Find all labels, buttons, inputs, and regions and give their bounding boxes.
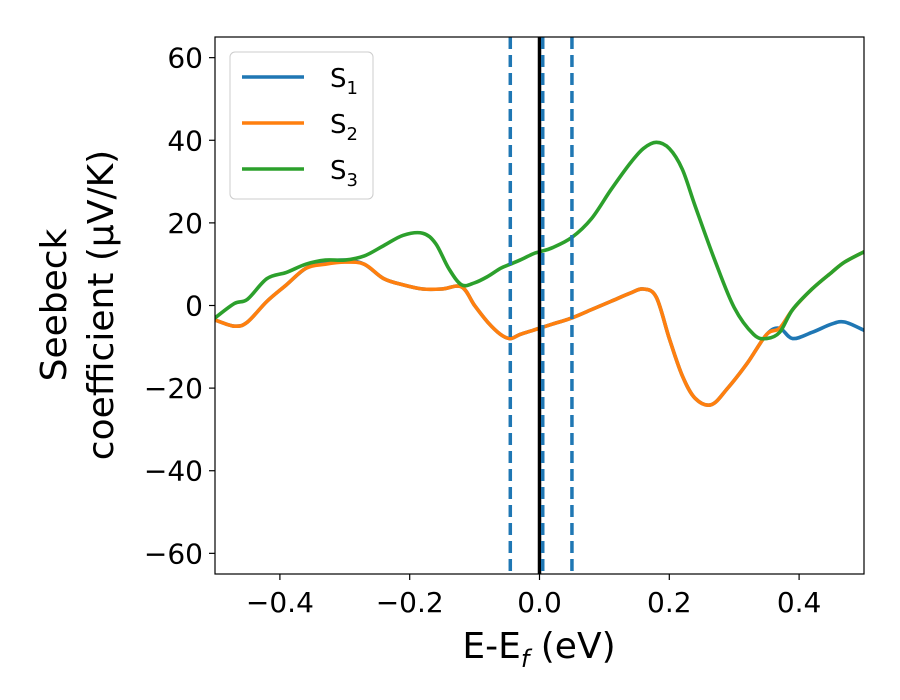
x-tick-label: 0.0 (517, 586, 562, 619)
legend-box (229, 51, 374, 200)
x-tick-label: 0.2 (647, 586, 692, 619)
y-axis-label-line1: Seebeck (34, 228, 75, 381)
x-axis-ticks: −0.4 −0.2 0.0 0.2 0.4 (246, 574, 821, 619)
legend-label-s2: S2 (330, 110, 358, 145)
y-tick-label: −40 (144, 455, 203, 488)
y-axis-label: Seebeck coefficient (μV/K) (34, 150, 122, 460)
y-axis-ticks: 60 40 20 0 −20 −40 −60 (144, 42, 215, 570)
x-tick-label: −0.2 (376, 586, 444, 619)
vline-layer (508, 37, 574, 574)
y-tick-label: 60 (167, 42, 203, 75)
y-tick-label: 0 (185, 290, 203, 323)
y-axis-label-line2: coefficient (μV/K) (81, 150, 122, 460)
y-tick-label: 20 (167, 207, 203, 240)
x-tick-label: −0.4 (246, 586, 314, 619)
y-tick-label: 40 (167, 124, 203, 157)
y-tick-label: −20 (144, 372, 203, 405)
y-tick-label: −60 (144, 537, 203, 570)
legend-items: S1 S2 S3 (242, 64, 358, 191)
x-tick-label: 0.4 (777, 586, 822, 619)
legend-label-s1: S1 (330, 64, 358, 99)
x-axis-label: E-Ef (eV) (462, 626, 615, 673)
legend-label-s3: S3 (330, 156, 358, 191)
legend: S1 S2 S3 (229, 51, 374, 200)
series-line-s3 (215, 140, 864, 341)
